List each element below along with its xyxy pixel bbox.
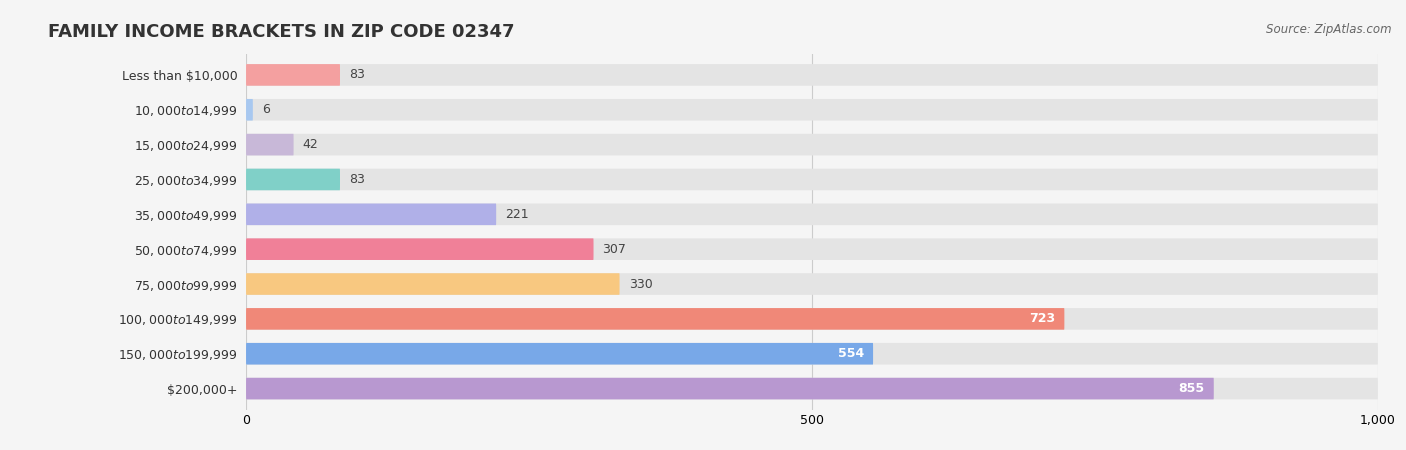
FancyBboxPatch shape (246, 378, 1213, 400)
FancyBboxPatch shape (246, 64, 1378, 86)
Text: 307: 307 (603, 243, 627, 256)
Text: 83: 83 (349, 68, 366, 81)
FancyBboxPatch shape (246, 64, 340, 86)
FancyBboxPatch shape (246, 308, 1064, 330)
Text: 330: 330 (628, 278, 652, 291)
Text: 554: 554 (838, 347, 865, 360)
FancyBboxPatch shape (246, 134, 294, 155)
FancyBboxPatch shape (246, 343, 1378, 364)
FancyBboxPatch shape (246, 238, 1378, 260)
Text: 6: 6 (262, 103, 270, 116)
FancyBboxPatch shape (246, 134, 1378, 155)
FancyBboxPatch shape (246, 273, 620, 295)
FancyBboxPatch shape (246, 169, 340, 190)
FancyBboxPatch shape (246, 203, 1378, 225)
Text: FAMILY INCOME BRACKETS IN ZIP CODE 02347: FAMILY INCOME BRACKETS IN ZIP CODE 02347 (48, 23, 515, 41)
FancyBboxPatch shape (246, 99, 253, 121)
Text: 42: 42 (302, 138, 318, 151)
Text: 221: 221 (505, 208, 529, 221)
Text: 855: 855 (1178, 382, 1205, 395)
FancyBboxPatch shape (246, 203, 496, 225)
FancyBboxPatch shape (246, 343, 873, 364)
FancyBboxPatch shape (246, 99, 1378, 121)
FancyBboxPatch shape (246, 308, 1378, 330)
Text: Source: ZipAtlas.com: Source: ZipAtlas.com (1267, 22, 1392, 36)
FancyBboxPatch shape (246, 378, 1378, 400)
FancyBboxPatch shape (246, 169, 1378, 190)
Text: 723: 723 (1029, 312, 1056, 325)
FancyBboxPatch shape (246, 273, 1378, 295)
FancyBboxPatch shape (246, 238, 593, 260)
Text: 83: 83 (349, 173, 366, 186)
